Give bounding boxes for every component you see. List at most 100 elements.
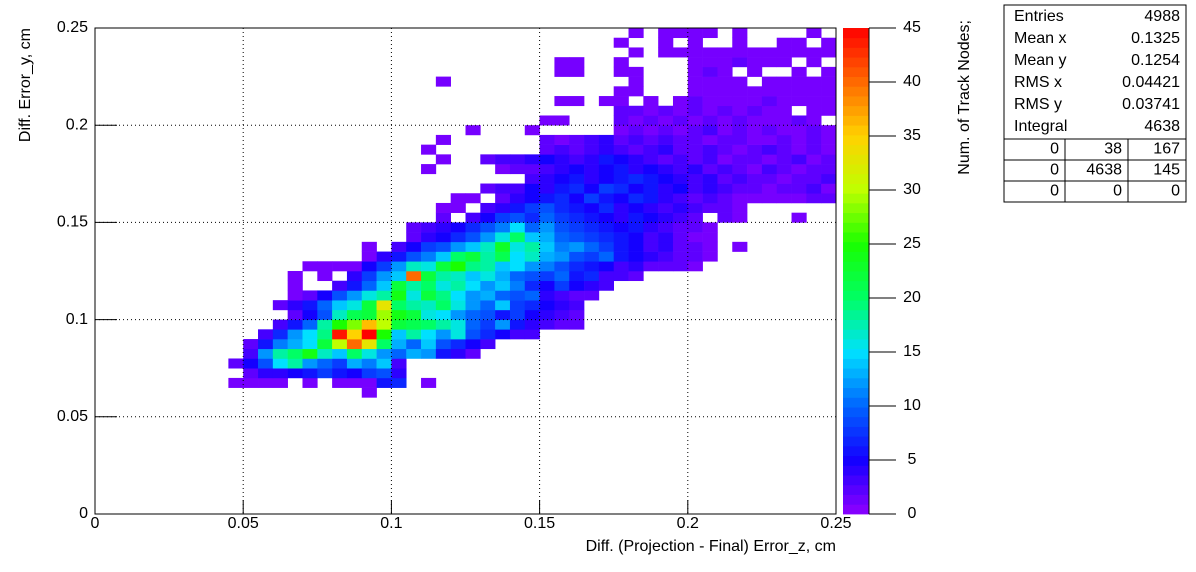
cell xyxy=(776,154,792,165)
cell xyxy=(361,251,377,262)
stats-frame xyxy=(1003,4,1187,203)
colorbar-band xyxy=(843,300,869,311)
cell xyxy=(346,329,363,340)
cell xyxy=(613,144,629,155)
cell xyxy=(287,329,303,340)
cell xyxy=(480,212,496,223)
cell xyxy=(361,241,377,252)
cell xyxy=(243,339,259,350)
cell xyxy=(821,86,837,97)
cell xyxy=(776,144,792,155)
cell xyxy=(435,280,451,291)
cell xyxy=(480,309,496,320)
cell xyxy=(613,37,629,48)
cell xyxy=(658,212,674,223)
cell xyxy=(628,47,644,58)
cell xyxy=(524,280,540,291)
cell xyxy=(406,241,422,252)
y-tick-label: 0 xyxy=(79,505,88,522)
cell xyxy=(702,76,718,87)
cell xyxy=(584,202,600,213)
cell xyxy=(613,66,629,77)
cell xyxy=(509,290,526,301)
cell xyxy=(421,261,437,272)
cell xyxy=(480,222,496,233)
cell xyxy=(435,222,451,233)
y-tick-label: 0.15 xyxy=(57,214,88,231)
cell xyxy=(584,280,600,291)
cell xyxy=(287,309,303,320)
cell xyxy=(628,212,644,223)
cell xyxy=(465,339,481,350)
cell xyxy=(435,202,451,213)
cell xyxy=(658,193,674,204)
cell xyxy=(450,193,466,204)
cell xyxy=(495,212,511,223)
cell xyxy=(495,154,511,165)
cell xyxy=(495,290,511,301)
cell xyxy=(613,183,629,194)
cell xyxy=(391,368,407,379)
cell xyxy=(791,212,807,223)
cell xyxy=(761,125,778,136)
cell xyxy=(613,86,629,97)
cell xyxy=(317,261,333,272)
cell xyxy=(406,280,422,291)
cell xyxy=(302,290,318,301)
cell xyxy=(569,290,585,301)
cell xyxy=(569,173,585,184)
cell xyxy=(421,329,437,340)
cell xyxy=(613,193,629,204)
cell xyxy=(421,339,437,350)
colorbar-band xyxy=(843,416,869,427)
cell xyxy=(732,212,748,223)
cell xyxy=(569,222,585,233)
cell xyxy=(747,86,763,97)
cell xyxy=(584,134,600,145)
z-tick-label: 25 xyxy=(903,235,921,252)
cell xyxy=(450,339,466,350)
colorbar-band xyxy=(843,164,869,175)
colorbar-band xyxy=(843,76,869,87)
colorbar-band xyxy=(843,47,869,58)
cell xyxy=(761,164,778,175)
cell xyxy=(509,212,526,223)
cell xyxy=(421,241,437,252)
cell xyxy=(421,222,437,233)
stats-cell: 0 xyxy=(1171,183,1180,200)
cell xyxy=(776,105,792,116)
cell xyxy=(554,193,570,204)
cell xyxy=(702,47,718,58)
cell xyxy=(643,232,659,243)
cell xyxy=(761,144,778,155)
cell xyxy=(480,300,496,311)
cell xyxy=(480,290,496,301)
cell xyxy=(658,47,674,58)
cell xyxy=(821,193,837,204)
cell xyxy=(672,47,689,58)
cell xyxy=(598,280,614,291)
cell xyxy=(598,202,614,213)
cell xyxy=(346,300,363,311)
cell xyxy=(450,202,466,213)
stats-cell: 0 xyxy=(1113,183,1122,200)
cell xyxy=(272,319,288,330)
cell xyxy=(302,300,318,311)
z-tick-label: 0 xyxy=(908,505,917,522)
cell xyxy=(317,348,333,359)
cell xyxy=(598,183,614,194)
cell xyxy=(450,300,466,311)
colorbar-band xyxy=(843,348,869,359)
stats-label: Mean x xyxy=(1014,30,1066,47)
cell xyxy=(658,261,674,272)
cell xyxy=(480,241,496,252)
cell xyxy=(776,57,792,68)
cell xyxy=(717,164,733,175)
cell xyxy=(435,251,451,262)
cell xyxy=(761,86,778,97)
cell xyxy=(776,76,792,87)
cell xyxy=(643,241,659,252)
x-tick-label: 0.15 xyxy=(524,515,555,532)
colorbar-band xyxy=(843,222,869,233)
cell xyxy=(465,329,481,340)
